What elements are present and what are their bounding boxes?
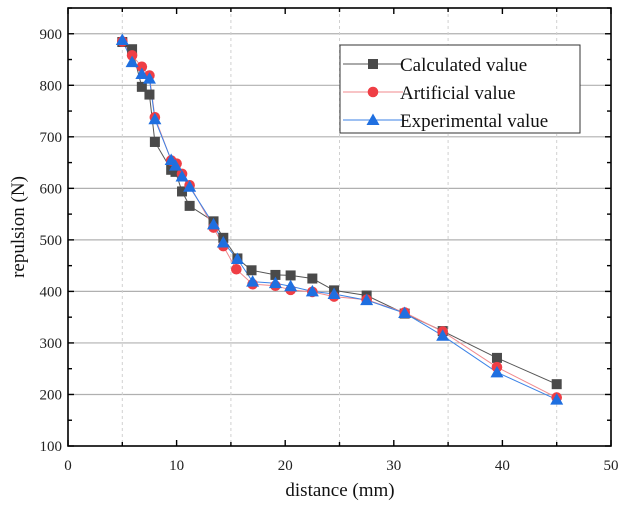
data-point-calculated (149, 136, 160, 147)
legend-label: Calculated value (400, 55, 527, 76)
data-point-calculated (170, 166, 181, 177)
y-tick-label: 100 (40, 439, 63, 455)
legend-triangle-icon (366, 113, 380, 125)
data-point-experimental (360, 293, 374, 306)
x-tick-label: 0 (64, 458, 72, 474)
data-point-artificial (126, 50, 138, 61)
data-point-calculated (184, 200, 195, 211)
data-point-experimental (216, 235, 230, 248)
data-point-artificial (136, 61, 148, 73)
x-tick-label: 30 (386, 458, 401, 474)
data-point-calculated (177, 186, 188, 197)
legend-circle-icon (367, 86, 379, 98)
data-point-experimental (230, 252, 244, 264)
y-tick-label: 400 (40, 284, 63, 300)
data-point-calculated (270, 269, 281, 280)
data-point-calculated (136, 81, 147, 92)
data-point-experimental (125, 55, 139, 68)
data-point-experimental (142, 72, 156, 84)
data-point-experimental (207, 217, 221, 230)
data-point-experimental (436, 329, 450, 341)
data-point-experimental (398, 306, 412, 319)
data-point-experimental (169, 159, 183, 171)
data-point-calculated (307, 273, 318, 284)
y-tick-label: 800 (40, 78, 63, 94)
legend-square-icon (368, 59, 378, 69)
data-point-calculated (127, 44, 138, 55)
series-layer (115, 33, 564, 405)
data-point-experimental (490, 365, 504, 378)
y-axis-title: repulsion (N) (8, 176, 29, 278)
data-point-experimental (268, 276, 282, 289)
x-tick-label: 40 (495, 458, 510, 474)
data-point-experimental (148, 112, 162, 125)
data-point-experimental (305, 284, 319, 297)
data-point-experimental (175, 170, 189, 182)
legend-label: Experimental value (400, 111, 548, 132)
data-point-experimental (550, 393, 564, 405)
x-tick-label: 50 (604, 458, 619, 474)
data-point-experimental (115, 33, 129, 45)
x-tick-label: 20 (278, 458, 293, 474)
axes (67, 7, 612, 447)
tick-labels: 0 10 20 30 40 50 100 200 300 400 500 600 700 800 900 (40, 27, 619, 474)
data-point-calculated (144, 89, 155, 100)
data-point-experimental (327, 287, 341, 299)
data-point-experimental (284, 279, 298, 292)
y-tick-label: 300 (40, 336, 63, 352)
data-point-experimental (135, 67, 149, 79)
data-point-calculated (491, 352, 502, 363)
y-tick-label: 200 (40, 387, 63, 403)
legend-box (339, 44, 581, 134)
y-tick-label: 900 (40, 27, 63, 43)
x-axis-title: distance (mm) (285, 480, 394, 501)
data-point-experimental (183, 180, 197, 192)
data-point-calculated (551, 379, 562, 390)
y-tick-label: 500 (40, 233, 63, 249)
data-point-calculated (285, 270, 296, 281)
data-point-experimental (246, 275, 260, 287)
legend: Calculated value Artificial value Experime… (339, 44, 581, 134)
data-point-calculated (246, 265, 257, 276)
x-tick-label: 10 (169, 458, 184, 474)
y-tick-label: 700 (40, 130, 63, 146)
legend-label: Artificial value (400, 83, 516, 104)
data-point-artificial (231, 263, 242, 275)
y-tick-label: 600 (40, 181, 63, 197)
